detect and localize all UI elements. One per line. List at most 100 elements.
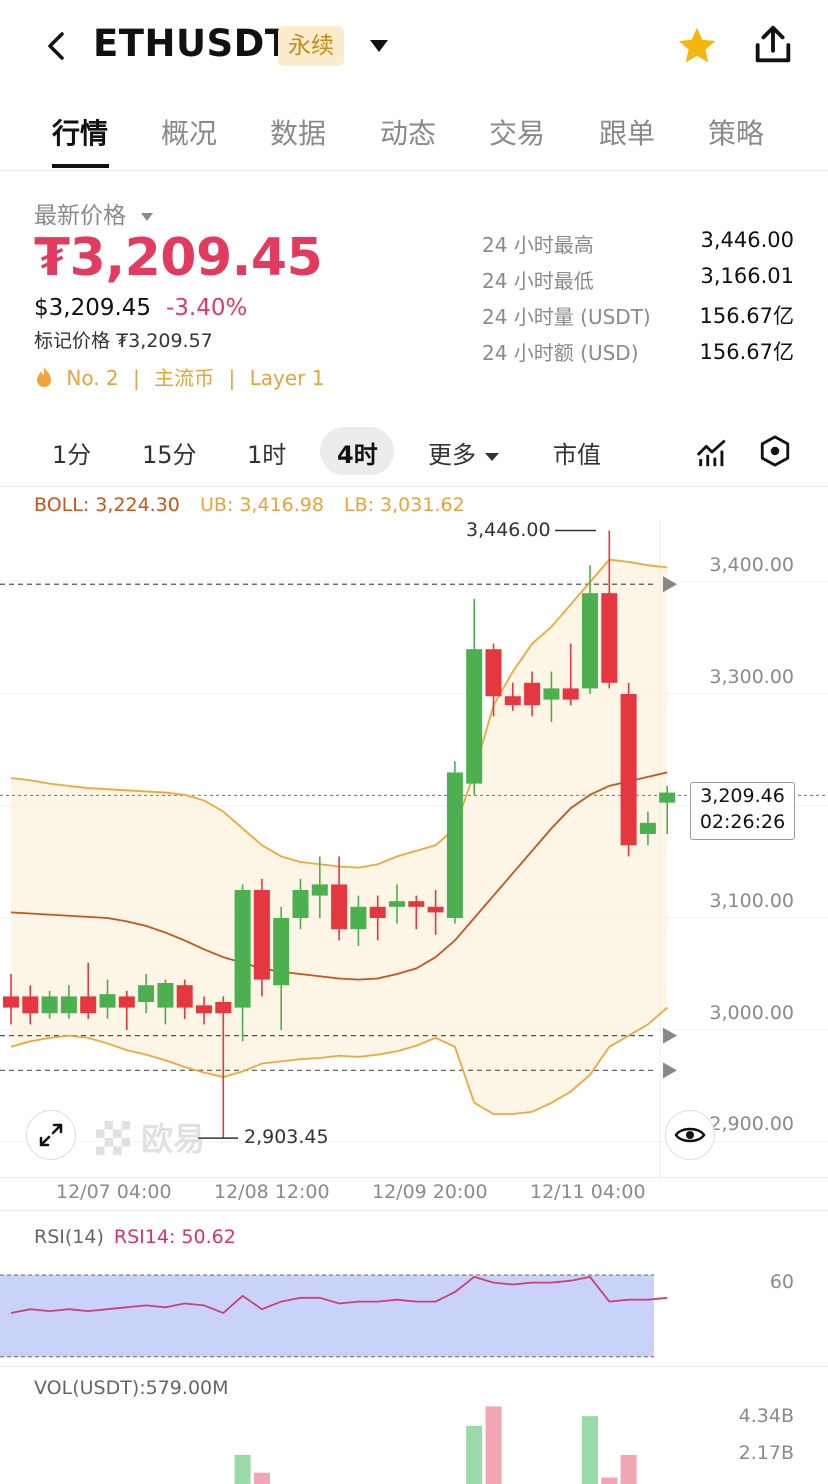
liquidation-line-arrow xyxy=(663,1062,677,1079)
main-tabs: 行情 概况 数据 动态 交易 跟单 策略 xyxy=(0,100,828,171)
current-price-box: 3,209.46 02:26:26 xyxy=(690,782,795,840)
fire-icon xyxy=(37,367,51,387)
stat-24h-turnover-value: 156.67亿 xyxy=(699,340,794,364)
okx-logo-icon xyxy=(96,1121,130,1155)
visibility-toggle-button[interactable] xyxy=(665,1110,715,1160)
hexagon-settings-icon[interactable] xyxy=(758,434,792,468)
candle-body xyxy=(639,822,656,834)
candle-body xyxy=(562,688,579,700)
candle-body xyxy=(3,996,19,1008)
candle-body xyxy=(659,792,676,803)
candle-body xyxy=(485,649,502,697)
volume-bar xyxy=(601,1477,618,1484)
caret-down-icon xyxy=(484,453,499,461)
interval-more-label: 更多 xyxy=(428,441,476,469)
tab-trade[interactable]: 交易 xyxy=(489,117,546,150)
candle-body xyxy=(446,772,463,918)
tab-news[interactable]: 动态 xyxy=(380,117,437,150)
fullscreen-button[interactable] xyxy=(26,1110,76,1160)
last-price-label-text: 最新价格 xyxy=(34,203,126,229)
volume-top-divider xyxy=(0,1366,828,1367)
volume-bar xyxy=(466,1425,483,1484)
high-price-marker: 3,446.00 xyxy=(466,519,551,541)
interval-15m[interactable]: 15分 xyxy=(142,441,197,469)
tab-overview[interactable]: 概况 xyxy=(161,117,218,150)
stat-24h-turnover-label: 24 小时额 (USD) xyxy=(482,341,639,365)
rsi-band xyxy=(0,1275,654,1357)
category-tag-layer1[interactable]: Layer 1 xyxy=(249,366,325,390)
mark-price-label: 标记价格 xyxy=(34,330,111,352)
rank-tag[interactable]: No. 2 xyxy=(66,366,119,390)
y-label-3100: 3,100.00 xyxy=(709,890,794,912)
x-axis-divider xyxy=(0,1177,828,1178)
candle-body xyxy=(427,906,444,913)
interval-4h[interactable]: 4时 xyxy=(337,441,378,469)
caret-down-icon[interactable] xyxy=(368,38,390,54)
watermark-logo: 欧易 xyxy=(96,1114,205,1160)
boll-lower-legend: LB: 3,031.62 xyxy=(343,494,465,516)
top-bar: ETHUSDT 永续 xyxy=(0,0,828,95)
interval-market-cap[interactable]: 市值 xyxy=(553,441,601,469)
tab-copy-trading[interactable]: 跟单 xyxy=(599,117,656,150)
selected-interval-pill xyxy=(320,427,394,475)
rsi-chart[interactable] xyxy=(0,1255,828,1365)
stat-24h-high-value: 3,446.00 xyxy=(700,228,794,252)
tab-data[interactable]: 数据 xyxy=(270,117,327,150)
interval-more[interactable]: 更多 xyxy=(428,435,500,470)
candle-body xyxy=(234,890,251,1008)
y-label-2900: 2,900.00 xyxy=(709,1113,794,1135)
last-price-label[interactable]: 最新价格 xyxy=(34,196,155,230)
rsi-label: RSI(14) xyxy=(34,1226,104,1248)
boll-mid-line xyxy=(10,771,668,981)
candle-body xyxy=(292,890,309,918)
contract-type-badge: 永续 xyxy=(278,26,344,66)
symbol-title[interactable]: ETHUSDT xyxy=(93,22,291,65)
chevron-left-icon[interactable] xyxy=(40,30,72,62)
stat-24h-volume-value: 156.67亿 xyxy=(699,304,794,328)
candle-body xyxy=(543,688,560,700)
volume-bar xyxy=(485,1406,502,1484)
chart-indicator-icon[interactable] xyxy=(695,435,729,469)
x-label-3: 12/11 04:00 xyxy=(530,1181,646,1203)
candle-body xyxy=(22,996,39,1014)
candle-body xyxy=(504,696,521,706)
candle-body xyxy=(253,890,270,980)
share-icon[interactable] xyxy=(750,22,796,68)
candle-body xyxy=(176,985,193,1008)
candle-body xyxy=(601,593,618,683)
volume-level-high: 4.34B xyxy=(738,1405,794,1427)
candle-body xyxy=(80,996,97,1014)
boll-legend: BOLL: 3,224.30 UB: 3,416.98 LB: 3,031.62 xyxy=(34,494,465,516)
usd-price: $3,209.45 xyxy=(34,295,152,321)
candle-body xyxy=(60,996,77,1014)
order-line-upper-arrow xyxy=(663,576,677,593)
volume-bar xyxy=(234,1454,251,1484)
rsi-level-label: 60 xyxy=(769,1271,794,1293)
boll-lower-line xyxy=(10,1006,668,1115)
eye-icon xyxy=(674,1127,706,1143)
candle-body xyxy=(138,985,155,1002)
category-tag-mainstream[interactable]: 主流币 xyxy=(154,366,215,390)
tab-strategy[interactable]: 策略 xyxy=(708,117,765,150)
candle-body xyxy=(196,1005,212,1014)
volume-chart[interactable] xyxy=(0,1395,828,1484)
interval-1h[interactable]: 1时 xyxy=(247,441,287,469)
candle-body xyxy=(369,906,386,918)
candle-body xyxy=(331,884,348,930)
volume-bar xyxy=(582,1416,598,1484)
candlestick-chart[interactable] xyxy=(0,520,828,1180)
tab-market[interactable]: 行情 xyxy=(52,117,109,150)
interval-1m[interactable]: 1分 xyxy=(52,441,92,469)
boll-mid-legend: BOLL: 3,224.30 xyxy=(34,494,180,516)
expand-icon xyxy=(39,1123,63,1147)
mark-price: 标记价格 ₮3,209.57 xyxy=(34,326,213,353)
star-icon[interactable] xyxy=(675,24,719,68)
candle-body xyxy=(41,996,58,1014)
candle-body xyxy=(408,901,425,907)
rsi-value: RSI14: 50.62 xyxy=(113,1226,236,1248)
candle-body xyxy=(118,996,135,1008)
x-label-0: 12/07 04:00 xyxy=(56,1181,172,1203)
y-label-3000: 3,000.00 xyxy=(709,1002,794,1024)
volume-bar xyxy=(620,1454,637,1484)
candle-body xyxy=(466,649,483,784)
